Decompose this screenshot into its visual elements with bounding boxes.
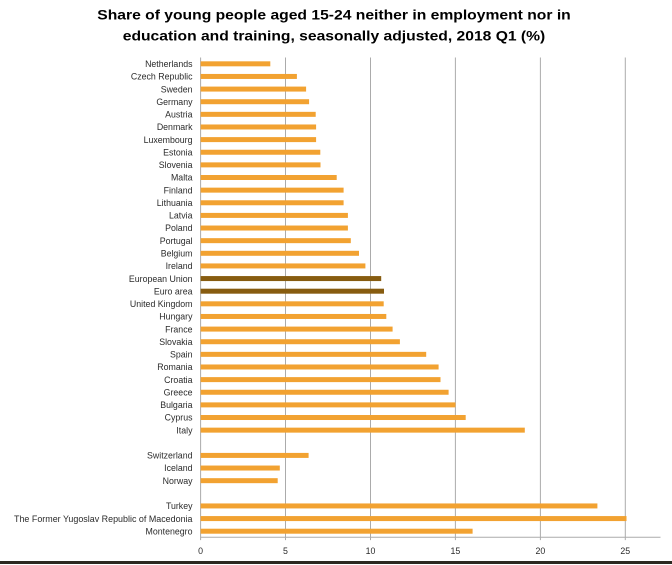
- svg-text:25: 25: [620, 546, 630, 556]
- svg-text:Share of young people aged 15-: Share of young people aged 15-24 neither…: [97, 8, 571, 23]
- svg-text:Poland: Poland: [165, 223, 192, 233]
- svg-text:Sweden: Sweden: [161, 84, 193, 94]
- svg-text:Greece: Greece: [164, 387, 193, 397]
- svg-text:European Union: European Union: [129, 274, 193, 284]
- svg-text:Hungary: Hungary: [159, 312, 193, 322]
- svg-text:Croatia: Croatia: [164, 375, 192, 385]
- svg-text:Norway: Norway: [163, 476, 193, 486]
- svg-text:Luxembourg: Luxembourg: [144, 135, 193, 145]
- svg-text:Turkey: Turkey: [166, 501, 193, 511]
- svg-text:education and training, season: education and training, seasonally adjus…: [123, 28, 546, 43]
- svg-text:Euro area: Euro area: [154, 286, 193, 296]
- svg-text:Germany: Germany: [156, 97, 193, 107]
- svg-text:Spain: Spain: [170, 350, 193, 360]
- svg-text:5: 5: [283, 546, 288, 556]
- svg-text:Ireland: Ireland: [166, 261, 193, 271]
- svg-text:Lithuania: Lithuania: [157, 198, 193, 208]
- svg-text:The Former Yugoslav Republic o: The Former Yugoslav Republic of Macedoni…: [14, 514, 193, 524]
- svg-text:Bulgaria: Bulgaria: [160, 400, 192, 410]
- svg-text:Denmark: Denmark: [157, 122, 193, 132]
- svg-text:United Kingdom: United Kingdom: [130, 299, 193, 309]
- svg-text:Switzerland: Switzerland: [147, 451, 193, 461]
- svg-text:Malta: Malta: [171, 173, 193, 183]
- svg-text:Iceland: Iceland: [164, 463, 192, 473]
- svg-text:Austria: Austria: [165, 110, 192, 120]
- svg-text:Latvia: Latvia: [169, 211, 193, 221]
- svg-text:Cyprus: Cyprus: [165, 413, 193, 423]
- svg-text:Belgium: Belgium: [161, 249, 193, 259]
- svg-text:Romania: Romania: [157, 362, 192, 372]
- svg-text:20: 20: [536, 546, 546, 556]
- svg-text:0: 0: [198, 546, 203, 556]
- svg-text:Finland: Finland: [164, 185, 193, 195]
- svg-text:Slovakia: Slovakia: [159, 337, 192, 347]
- svg-text:Slovenia: Slovenia: [159, 160, 193, 170]
- svg-text:France: France: [165, 324, 192, 334]
- svg-text:Estonia: Estonia: [163, 147, 192, 157]
- svg-text:Czech Republic: Czech Republic: [131, 72, 193, 82]
- svg-text:Portugal: Portugal: [160, 236, 193, 246]
- svg-text:Italy: Italy: [176, 425, 193, 435]
- svg-text:Netherlands: Netherlands: [145, 59, 193, 69]
- svg-text:Montenegro: Montenegro: [146, 526, 193, 536]
- svg-text:15: 15: [451, 546, 461, 556]
- svg-text:10: 10: [366, 546, 376, 556]
